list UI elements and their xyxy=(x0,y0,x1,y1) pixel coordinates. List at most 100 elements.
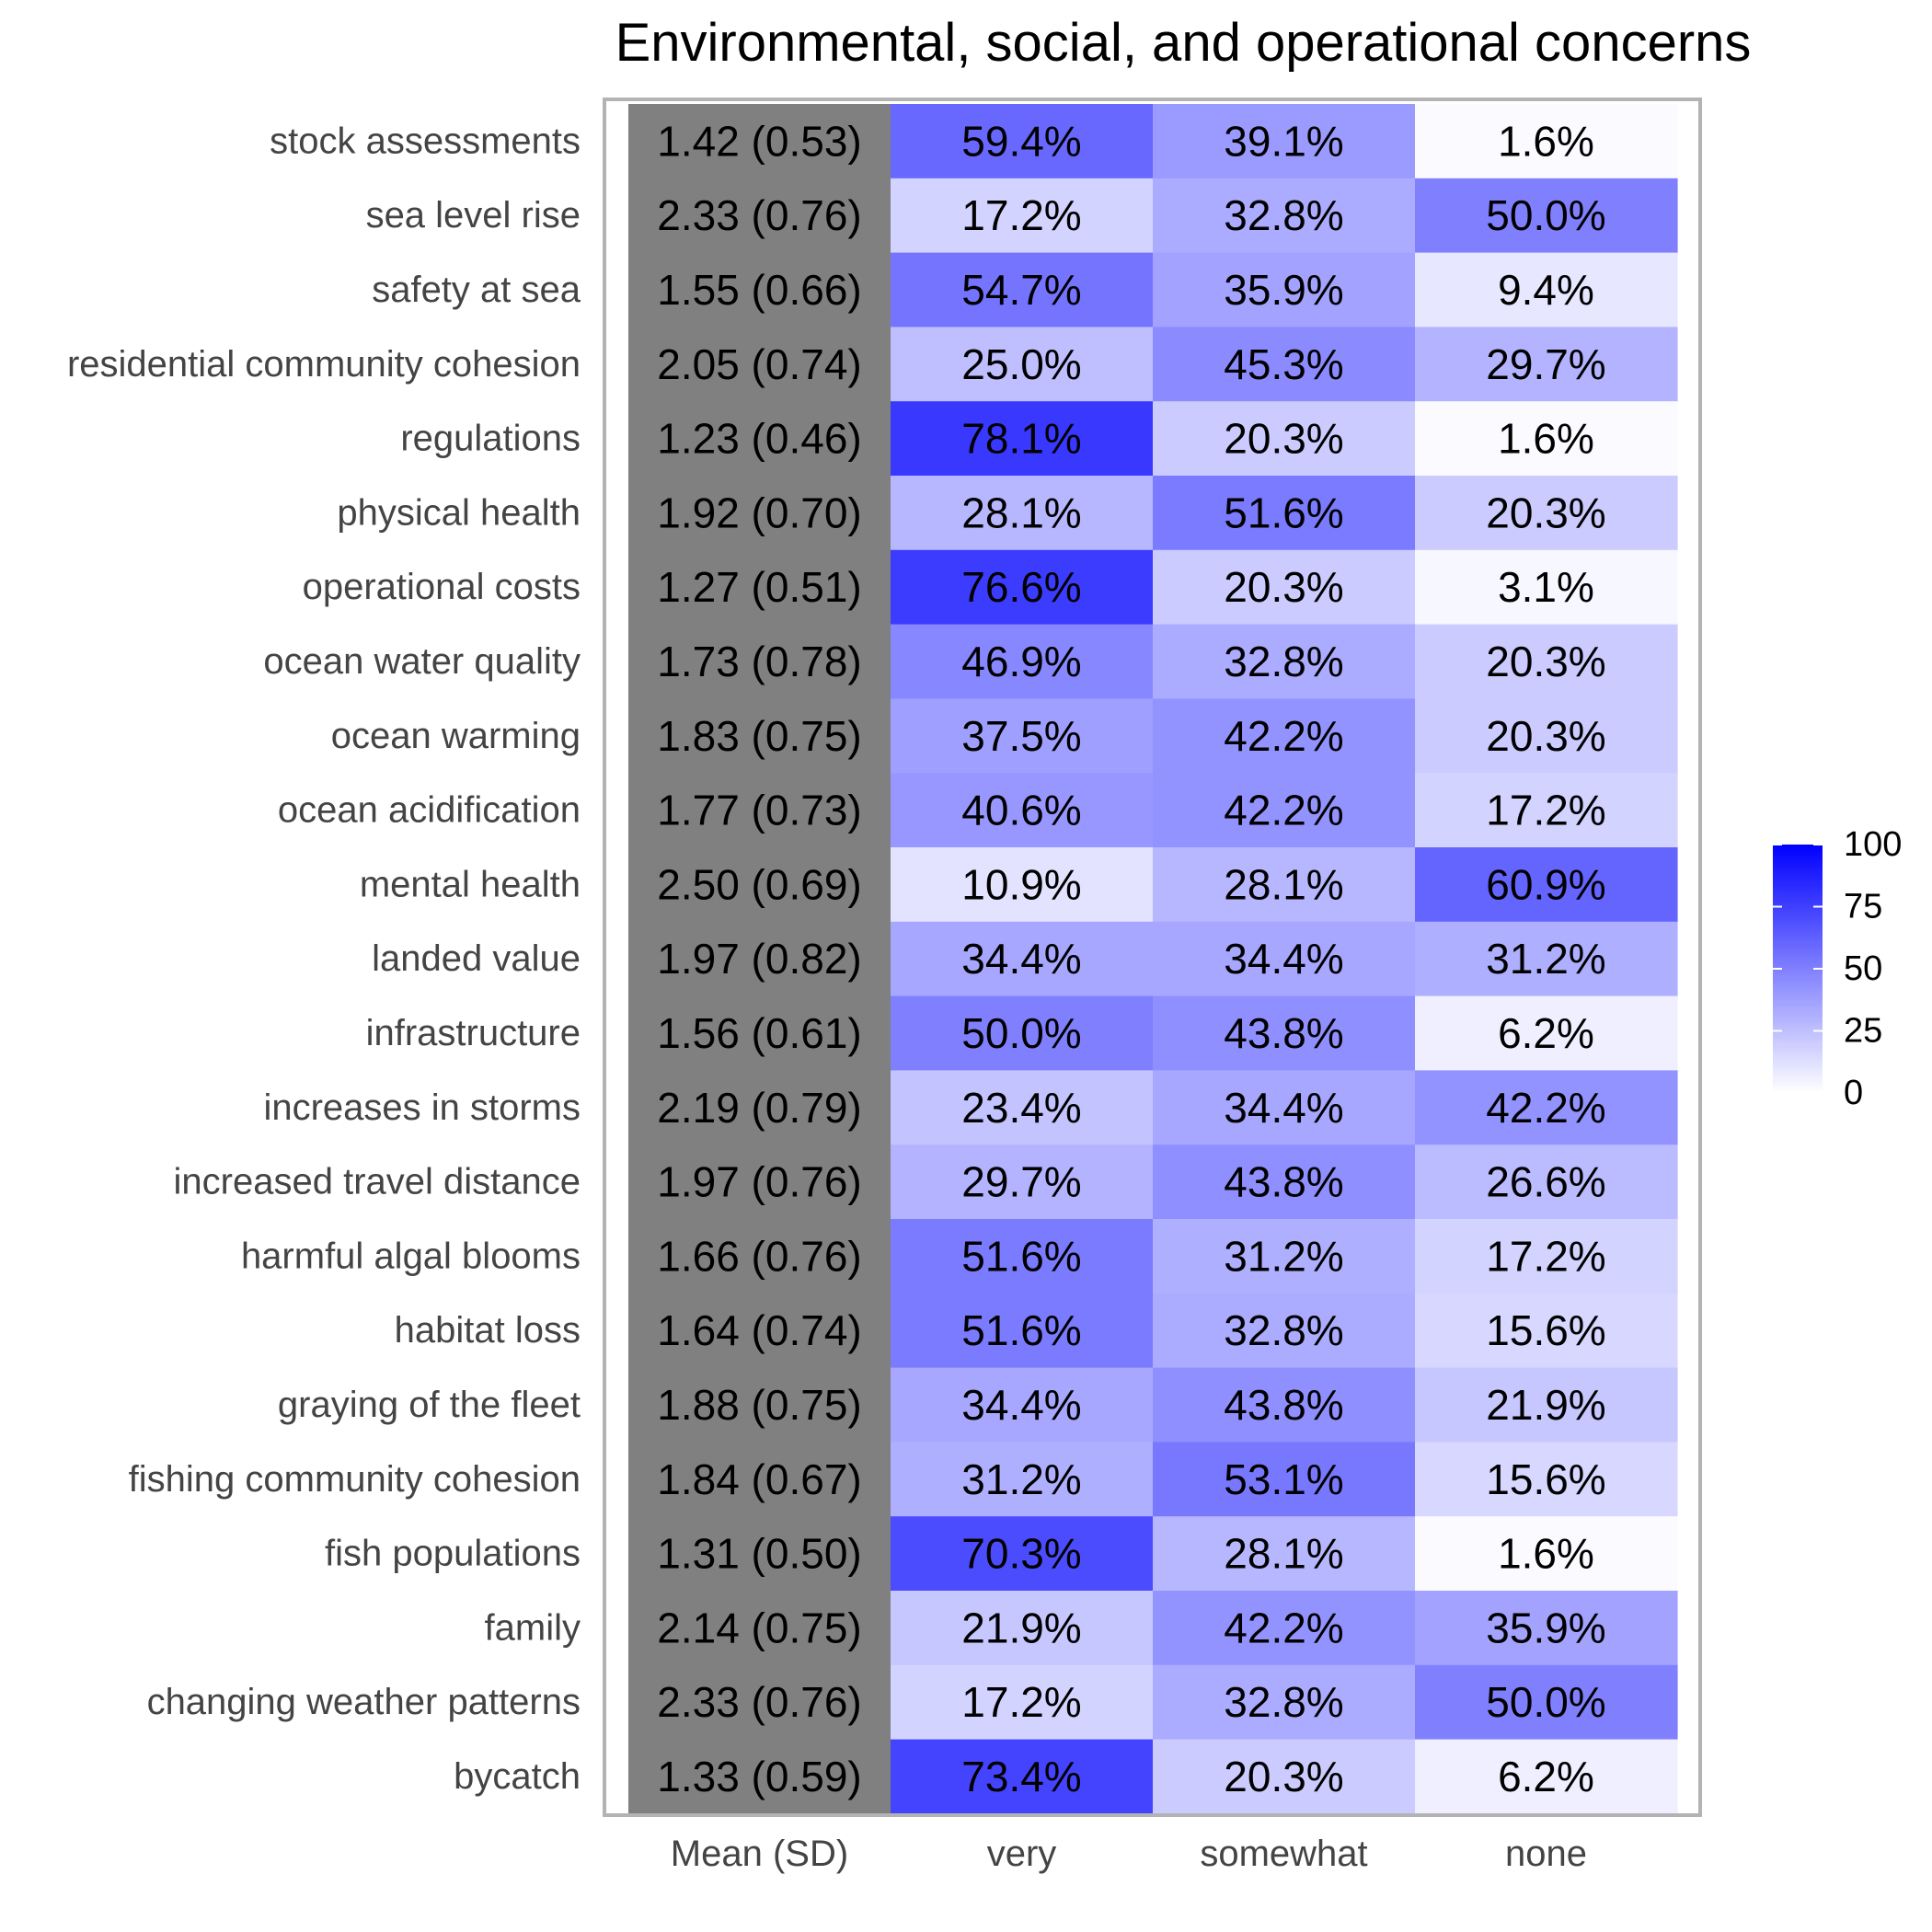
cell-value-label: 42.2% xyxy=(1224,712,1343,760)
cell-value-label: 76.6% xyxy=(961,563,1081,611)
mean-cell xyxy=(628,1664,891,1741)
mean-sd-label: 1.31 (0.50) xyxy=(657,1530,861,1578)
row-label: fish populations xyxy=(325,1534,581,1574)
mean-sd-label: 1.42 (0.53) xyxy=(657,117,861,165)
heatmap-cell xyxy=(1415,549,1678,626)
heatmap-cell xyxy=(891,476,1154,551)
heatmap-cell xyxy=(891,549,1154,626)
mean-cell xyxy=(628,698,891,774)
heatmap-cell xyxy=(1415,1591,1678,1666)
row-label: ocean warming xyxy=(331,716,581,756)
heatmap-cell xyxy=(1415,252,1678,328)
mean-sd-label: 1.84 (0.67) xyxy=(657,1455,861,1503)
cell-value-label: 50.0% xyxy=(1486,191,1605,239)
cell-value-label: 43.8% xyxy=(1224,1158,1343,1206)
mean-cell xyxy=(628,1070,891,1145)
heatmap-cell xyxy=(1415,773,1678,848)
mean-cell xyxy=(628,1367,891,1443)
cell-value-label: 20.3% xyxy=(1486,712,1605,760)
cell-value-label: 78.1% xyxy=(961,415,1081,463)
heatmap-cell xyxy=(1415,1739,1678,1814)
legend-tick-label: 75 xyxy=(1844,888,1882,926)
cell-value-label: 17.2% xyxy=(961,191,1081,239)
mean-sd-label: 1.27 (0.51) xyxy=(657,563,861,611)
row-label: landed value xyxy=(372,938,581,979)
cell-value-label: 31.2% xyxy=(1224,1232,1343,1280)
heatmap-cell xyxy=(891,921,1154,997)
heatmap-cell xyxy=(1415,1144,1678,1220)
cell-value-label: 31.2% xyxy=(961,1455,1081,1503)
row-label: harmful algal blooms xyxy=(241,1236,581,1276)
mean-sd-label: 2.33 (0.76) xyxy=(657,1678,861,1726)
heatmap-cell xyxy=(891,624,1154,699)
heatmap-cell xyxy=(891,252,1154,328)
mean-cell xyxy=(628,549,891,626)
mean-cell xyxy=(628,327,891,402)
mean-cell xyxy=(628,1739,891,1814)
cell-value-label: 25.0% xyxy=(961,340,1081,388)
cell-value-label: 70.3% xyxy=(961,1530,1081,1578)
cell-value-label: 73.4% xyxy=(961,1753,1081,1800)
mean-sd-label: 1.77 (0.73) xyxy=(657,787,861,834)
heatmap-cell xyxy=(1415,624,1678,699)
cell-value-label: 1.6% xyxy=(1498,117,1594,165)
heatmap-cell xyxy=(1415,1070,1678,1145)
heatmap-cell xyxy=(1153,1219,1416,1294)
column-label: somewhat xyxy=(1200,1834,1367,1874)
cell-value-label: 50.0% xyxy=(961,1009,1081,1057)
cell-value-label: 28.1% xyxy=(1224,1530,1343,1578)
cell-value-label: 28.1% xyxy=(1224,860,1343,908)
heatmap-cell xyxy=(1153,1293,1416,1369)
cell-value-label: 34.4% xyxy=(1224,1084,1343,1132)
cell-value-label: 1.6% xyxy=(1498,1530,1594,1578)
cell-value-label: 43.8% xyxy=(1224,1009,1343,1057)
heatmap-cells: 1.42 (0.53) 59.4% 39.1% 1.6% 2.33 (0.76) 17.2… xyxy=(628,104,1678,1814)
mean-cell xyxy=(628,178,891,254)
cell-value-label: 34.4% xyxy=(961,935,1081,983)
cell-value-label: 32.8% xyxy=(1224,638,1343,685)
mean-cell xyxy=(628,1219,891,1294)
cell-value-label: 42.2% xyxy=(1224,787,1343,834)
row-label: graying of the fleet xyxy=(278,1385,581,1425)
heatmap-cell xyxy=(1415,995,1678,1071)
cell-value-label: 51.6% xyxy=(961,1232,1081,1280)
heatmap-cell xyxy=(1153,847,1416,923)
heatmap-cell xyxy=(1153,1664,1416,1741)
heatmap-cell xyxy=(1415,847,1678,923)
panel-border xyxy=(603,98,1702,1817)
column-label: none xyxy=(1505,1834,1587,1874)
cell-value-label: 39.1% xyxy=(1224,117,1343,165)
mean-cell xyxy=(628,104,891,179)
heatmap-cell xyxy=(891,401,1154,477)
mean-sd-label: 1.92 (0.70) xyxy=(657,489,861,536)
cell-value-label: 26.6% xyxy=(1486,1158,1605,1206)
row-label: physical health xyxy=(337,492,581,533)
row-label: habitat loss xyxy=(395,1310,581,1351)
mean-sd-label: 1.83 (0.75) xyxy=(657,712,861,760)
heatmap-cell xyxy=(891,698,1154,774)
heatmap-cell xyxy=(1153,1367,1416,1443)
row-label: family xyxy=(485,1607,581,1648)
color-legend: 0 25 50 75 100 xyxy=(1773,825,1902,1112)
heatmap-cell xyxy=(891,1516,1154,1592)
column-label: Mean (SD) xyxy=(671,1834,848,1874)
cell-value-label: 34.4% xyxy=(1224,935,1343,983)
heatmap-cell xyxy=(1153,624,1416,699)
cell-value-label: 28.1% xyxy=(961,489,1081,536)
row-label: safety at sea xyxy=(372,270,581,310)
cell-value-label: 45.3% xyxy=(1224,340,1343,388)
heatmap-cell xyxy=(891,773,1154,848)
heatmap-cell xyxy=(891,1442,1154,1517)
cell-value-label: 6.2% xyxy=(1498,1009,1594,1057)
cell-value-label: 54.7% xyxy=(961,266,1081,314)
cell-value-label: 29.7% xyxy=(1486,340,1605,388)
heatmap-cell xyxy=(891,847,1154,923)
cell-value-label: 51.6% xyxy=(1224,489,1343,536)
mean-sd-label: 2.14 (0.75) xyxy=(657,1604,861,1651)
cell-value-label: 51.6% xyxy=(961,1306,1081,1354)
cell-value-label: 32.8% xyxy=(1224,191,1343,239)
heatmap-cell xyxy=(1415,1219,1678,1294)
mean-sd-label: 1.97 (0.82) xyxy=(657,935,861,983)
cell-value-label: 46.9% xyxy=(961,638,1081,685)
heatmap-cell xyxy=(1153,252,1416,328)
